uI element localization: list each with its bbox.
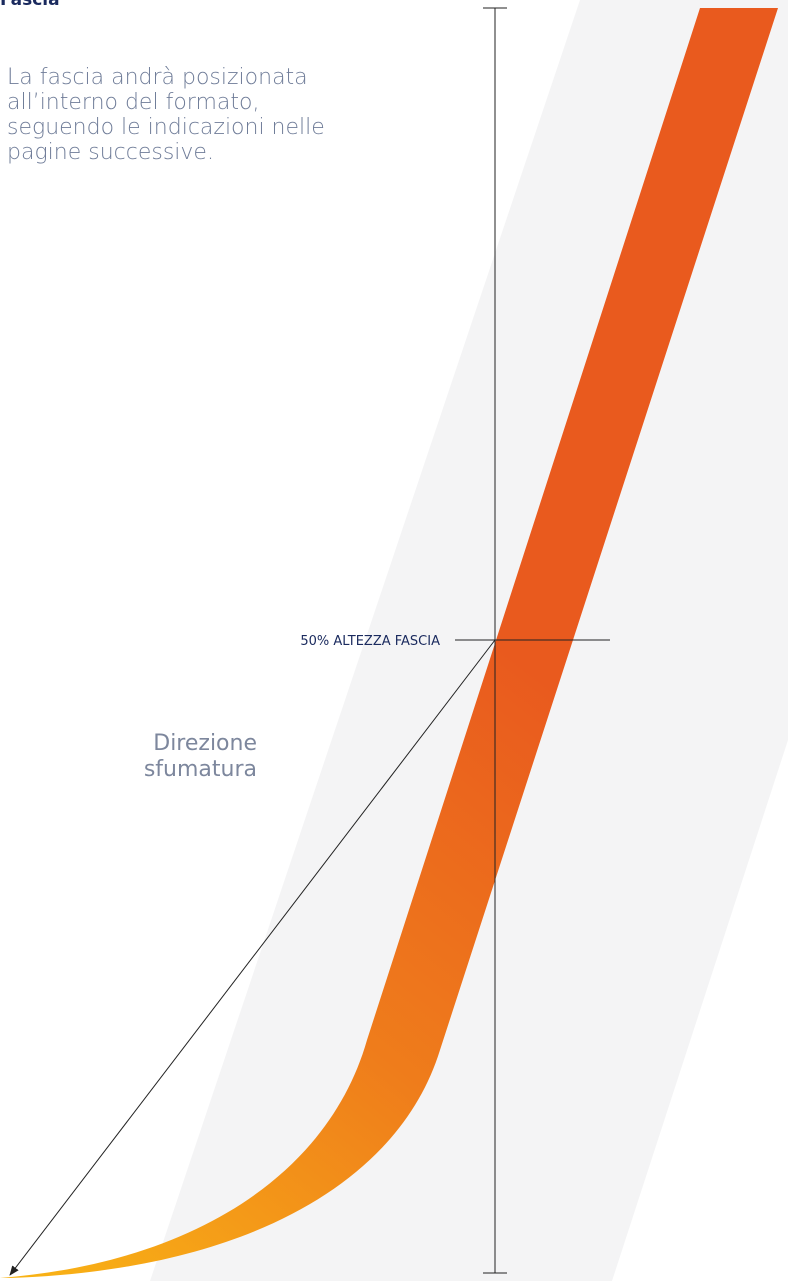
direction-label: Direzione [153,731,257,756]
page-canvas: Fascia La fascia andrà posizionata all’i… [0,0,788,1281]
paragraph-line: pagine successive. [7,140,214,165]
midline-label: 50% ALTEZZA FASCIA [300,634,440,649]
title: Fascia [0,0,60,10]
page: Fascia La fascia andrà posizionata all’i… [0,0,788,1281]
paragraph-line: all’interno del formato, [7,90,259,115]
direction-label: sfumatura [144,757,257,782]
paragraph-line: La fascia andrà posizionata [7,65,308,90]
paragraph-line: seguendo le indicazioni nelle [7,115,325,140]
